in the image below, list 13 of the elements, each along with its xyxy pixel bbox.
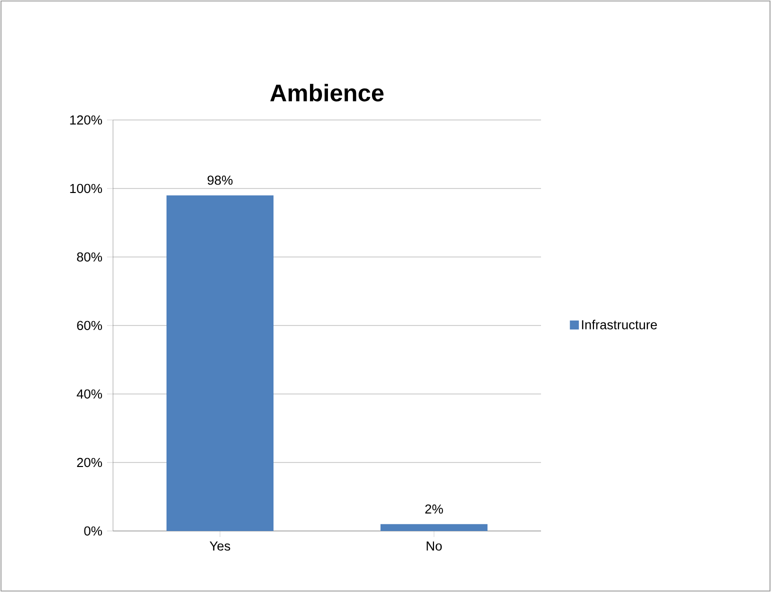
y-tick-label: 60% xyxy=(77,320,102,330)
y-tick-label: 40% xyxy=(76,389,102,399)
y-tick-label: 100% xyxy=(70,184,102,194)
x-tick-label: Yes xyxy=(210,542,230,551)
legend-label: Infrastructure xyxy=(582,320,657,330)
data-label: 2% xyxy=(425,504,443,514)
y-tick-label: 120% xyxy=(70,115,102,125)
data-label: 98% xyxy=(208,176,233,185)
x-tick-label: No xyxy=(426,542,442,551)
y-tick-label: 20% xyxy=(77,458,102,468)
chart-title: Ambience xyxy=(270,84,384,102)
y-tick-label: 80% xyxy=(77,252,102,262)
y-tick-label: 0% xyxy=(84,526,102,536)
